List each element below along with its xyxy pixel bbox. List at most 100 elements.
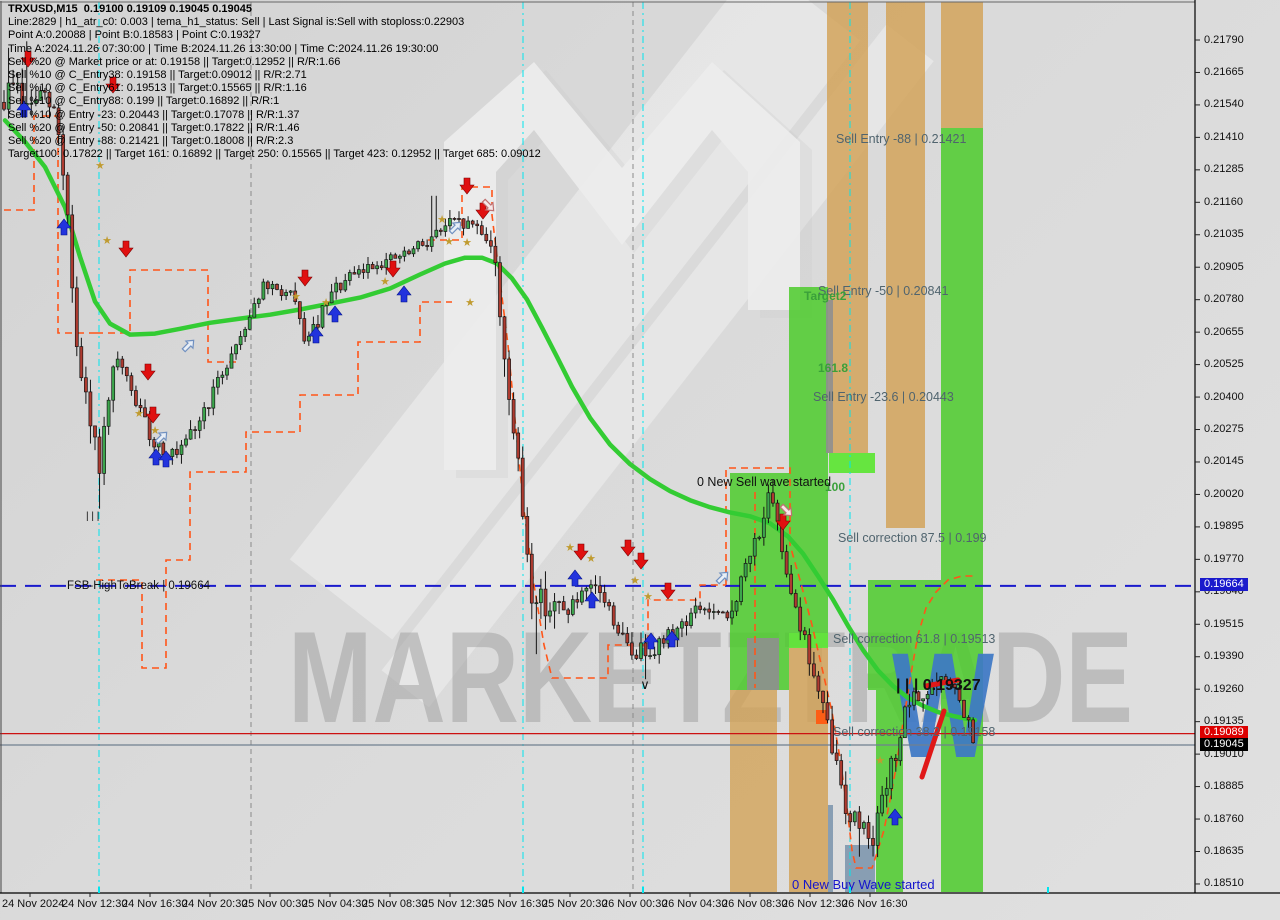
candle-down	[834, 752, 839, 761]
candle-up	[889, 757, 894, 789]
candle-up	[761, 517, 766, 538]
candle-up	[179, 444, 184, 455]
candle-up	[584, 587, 589, 592]
annotation-label: FSB-HighToBreak | 0.19664	[67, 580, 211, 592]
candle-up	[34, 99, 38, 104]
price-axis[interactable]: 0.21790 0.21665 0.21540 0.21410 0.21285 0.211…	[1196, 0, 1280, 894]
candle-up	[38, 90, 43, 101]
candle-down	[893, 757, 898, 761]
price-tick-label: 0.20275	[1204, 423, 1244, 436]
stop-line-segment	[4, 115, 96, 334]
candle-down	[502, 316, 507, 360]
star-icon: ★	[437, 214, 447, 226]
candle-down	[379, 265, 384, 269]
up-trend-outline-arrow-icon	[181, 339, 195, 353]
candle-down	[275, 283, 279, 290]
price-tick-label: 0.20400	[1204, 390, 1244, 403]
zone-rect	[747, 638, 779, 690]
price-tick-label: 0.21540	[1204, 98, 1244, 111]
current-price-tag: 0.19664	[1200, 578, 1248, 592]
candle-down	[566, 609, 571, 615]
candle-up	[411, 248, 416, 255]
current-price-tag: 0.19089	[1200, 726, 1248, 740]
candle-down	[971, 719, 975, 744]
sell-arrow-icon	[118, 240, 134, 258]
stop-line-segment	[428, 186, 726, 679]
candle-down	[707, 608, 712, 613]
candle-up	[29, 102, 34, 105]
zone-rect	[789, 287, 828, 633]
price-tick-label: 0.20145	[1204, 455, 1244, 468]
candle-up	[925, 694, 930, 700]
annotation-label: | | |	[86, 511, 99, 522]
sell-entry88-line: Sell %10 @ C_Entry88: 0.199 || Target:0.…	[8, 95, 280, 108]
time-tick-label: 26 Nov 16:30	[842, 898, 908, 910]
price-tick-label: 0.19010	[1204, 747, 1244, 760]
check-v-icon: ∨	[640, 677, 650, 692]
candle-up	[398, 255, 402, 259]
sell-arrow-icon	[633, 552, 649, 570]
candle-up	[739, 576, 743, 602]
candle-down	[793, 593, 798, 608]
buy-arrow-icon	[664, 630, 680, 648]
candle-down	[866, 822, 871, 839]
blue-w-wave-mark: W	[892, 621, 994, 789]
candle-down	[457, 218, 461, 220]
candle-down	[438, 229, 443, 232]
sell-arrow-icon	[573, 543, 589, 561]
candle-up	[752, 538, 757, 557]
candle-down	[843, 784, 848, 814]
buy-arrow-icon	[308, 326, 324, 344]
candle-up	[875, 812, 880, 846]
candle-down	[789, 573, 793, 594]
candle-down	[607, 602, 611, 607]
candle-down	[620, 632, 625, 635]
sell-arrow-icon	[385, 260, 401, 278]
candle-down	[120, 358, 125, 368]
candle-up	[284, 292, 288, 297]
zone-rect	[827, 2, 868, 453]
sell-arrow-icon	[105, 76, 121, 94]
price-tick-label: 0.18510	[1204, 877, 1244, 890]
candle-down	[88, 391, 93, 427]
sell-arrow-icon	[140, 363, 156, 381]
buy-arrow-icon	[887, 808, 903, 826]
candle-down	[279, 289, 284, 296]
up-trend-outline-arrow-icon	[715, 571, 729, 585]
price-tick-label: 0.21790	[1204, 33, 1244, 46]
candle-down	[661, 638, 666, 644]
candle-down	[848, 813, 853, 823]
candle-down	[871, 838, 875, 846]
candle-down	[616, 624, 621, 634]
star-icon: ★	[465, 297, 475, 309]
candle-up	[366, 264, 370, 273]
trend-change-segment	[923, 677, 961, 689]
annotation-label: Sell correction 61.8 | 0.19513	[833, 632, 995, 646]
candle-up	[325, 302, 329, 306]
time-axis[interactable]: 24 Nov 2024 24 Nov 12:30 24 Nov 16:30 24 No…	[0, 894, 1280, 920]
candle-up	[106, 399, 111, 427]
price-tick-label: 0.19135	[1204, 715, 1244, 728]
price-tick-label: 0.19770	[1204, 552, 1244, 565]
candle-up	[711, 611, 716, 613]
candle-down	[361, 269, 366, 273]
candle-down	[393, 254, 398, 259]
candle-up	[757, 536, 762, 539]
candle-down	[625, 633, 630, 644]
price-tick-label: 0.20525	[1204, 358, 1244, 371]
candle-down	[561, 601, 566, 611]
candle-down	[643, 642, 648, 657]
time-tick-label: 26 Nov 04:30	[662, 898, 728, 910]
candle-down	[193, 429, 197, 431]
candle-down	[129, 375, 134, 391]
candle-up	[270, 283, 275, 290]
price-tick-label: 0.19895	[1204, 520, 1244, 533]
candle-up	[570, 599, 575, 615]
time-tick-label: 25 Nov 12:30	[422, 898, 488, 910]
candle-up	[862, 822, 866, 829]
star-icon: ★	[586, 553, 596, 565]
star-icon: ★	[134, 408, 144, 420]
time-tick-label: 25 Nov 04:30	[302, 898, 368, 910]
